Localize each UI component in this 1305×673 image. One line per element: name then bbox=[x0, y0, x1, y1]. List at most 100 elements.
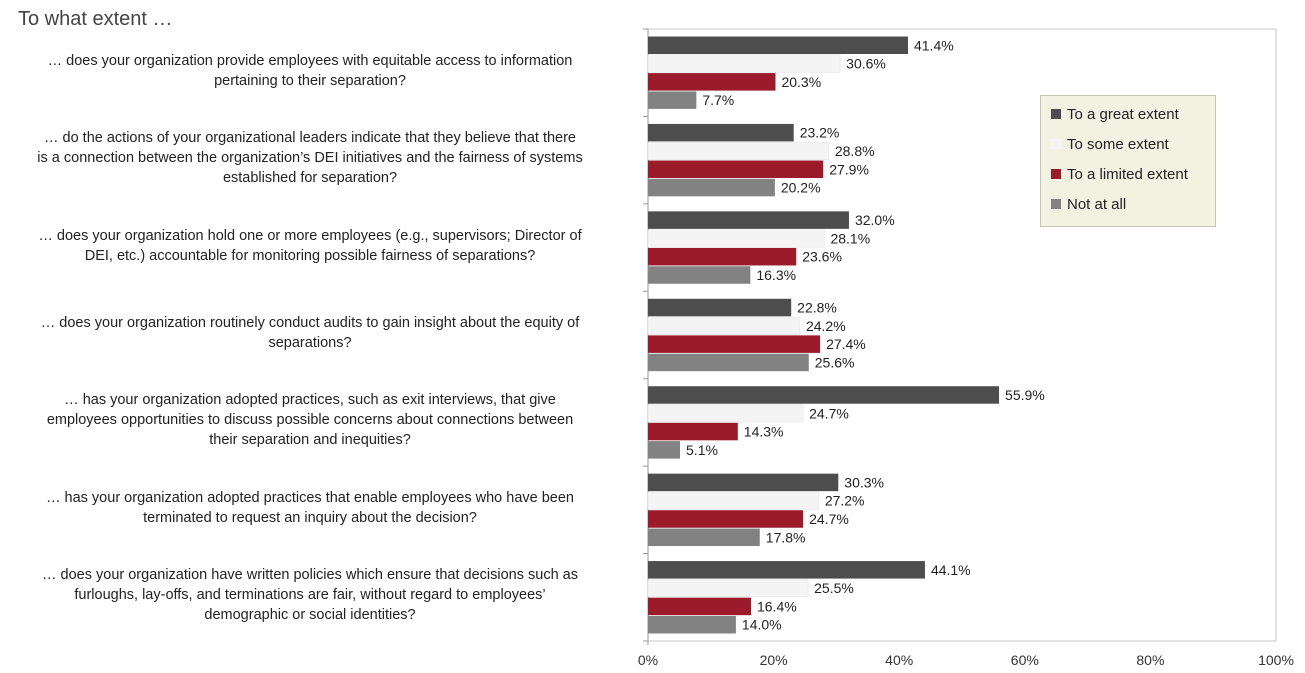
data-label: 14.3% bbox=[744, 424, 784, 440]
bar bbox=[648, 473, 839, 492]
chart-header: To what extent … bbox=[18, 8, 173, 30]
data-label: 25.5% bbox=[814, 580, 854, 596]
category-label: … do the actions of your organizational … bbox=[0, 128, 630, 188]
legend-label: To a limited extent bbox=[1067, 165, 1188, 183]
legend-item: To some extent bbox=[1051, 134, 1169, 154]
bar bbox=[648, 353, 809, 372]
x-tick-label: 20% bbox=[760, 652, 788, 668]
bar bbox=[648, 298, 792, 317]
legend-item: To a great extent bbox=[1051, 104, 1179, 124]
data-label: 30.3% bbox=[844, 474, 884, 490]
bar bbox=[648, 561, 925, 579]
bar bbox=[648, 123, 794, 142]
data-label: 24.7% bbox=[809, 405, 849, 421]
data-label: 5.1% bbox=[686, 442, 718, 458]
category-label-line: … has your organization adopted practice… bbox=[46, 489, 574, 506]
bar bbox=[648, 36, 908, 54]
bar bbox=[648, 266, 751, 284]
data-label: 22.8% bbox=[797, 300, 837, 316]
bar bbox=[648, 386, 1000, 404]
x-tick-label: 0% bbox=[638, 652, 658, 668]
data-label: 25.6% bbox=[815, 354, 855, 370]
category-labels: … does your organization provide employe… bbox=[0, 0, 640, 673]
category-label: … does your organization routinely condu… bbox=[0, 313, 630, 353]
legend-swatch bbox=[1051, 169, 1061, 179]
data-label: 23.6% bbox=[802, 249, 842, 265]
category-label: … does your organization hold one or mor… bbox=[0, 226, 630, 266]
bar bbox=[647, 491, 820, 510]
data-label: 7.7% bbox=[702, 92, 734, 108]
category-label: … has your organization adopted practice… bbox=[0, 488, 630, 528]
category-label: … does your organization have written po… bbox=[0, 565, 630, 625]
x-tick-label: 40% bbox=[885, 652, 913, 668]
bar bbox=[648, 91, 697, 109]
data-label: 16.4% bbox=[757, 598, 797, 614]
bar bbox=[648, 335, 821, 353]
category-label-line: furloughs, lay-offs, and terminations ar… bbox=[74, 587, 546, 604]
category-label-line: demographic or social identities? bbox=[204, 607, 416, 624]
legend-swatch bbox=[1051, 199, 1061, 209]
data-label: 27.9% bbox=[829, 161, 869, 177]
x-tick-label: 60% bbox=[1011, 652, 1039, 668]
legend: To a great extent To some extent To a limi… bbox=[1040, 95, 1216, 227]
legend-swatch bbox=[1051, 139, 1061, 149]
bar bbox=[648, 528, 760, 547]
data-label: 32.0% bbox=[855, 212, 895, 228]
legend-label: To some extent bbox=[1067, 135, 1169, 153]
category-label-line: pertaining to their separation? bbox=[214, 72, 406, 89]
category-label-line: … does your organization provide employe… bbox=[47, 52, 573, 69]
category-label-line: … do the actions of your organizational … bbox=[44, 130, 576, 147]
bar bbox=[647, 404, 804, 423]
category-label-line: … does your organization have written po… bbox=[42, 567, 578, 584]
category-label-line: … does your organization hold one or mor… bbox=[38, 227, 582, 244]
data-label: 17.8% bbox=[766, 529, 806, 545]
category-label-line: … does your organization routinely condu… bbox=[40, 315, 580, 331]
category-label: … has your organization adopted practice… bbox=[0, 390, 630, 450]
category-label-line: employees opportunities to discuss possi… bbox=[46, 412, 574, 429]
legend-item: To a limited extent bbox=[1051, 164, 1188, 184]
category-label: … does your organization provide employe… bbox=[0, 51, 630, 91]
bar bbox=[648, 441, 681, 459]
legend-item: Not at all bbox=[1051, 194, 1126, 214]
legend-label: Not at all bbox=[1067, 195, 1127, 213]
category-label-line: DEI, etc.) accountable for monitoring po… bbox=[84, 247, 536, 264]
x-tick-label: 100% bbox=[1258, 652, 1294, 668]
bar bbox=[648, 160, 824, 179]
bar bbox=[648, 597, 751, 616]
data-label: 24.7% bbox=[809, 511, 849, 527]
category-label-line: is a connection between the organization… bbox=[37, 150, 583, 167]
bar bbox=[647, 54, 841, 73]
data-label: 14.0% bbox=[742, 617, 782, 633]
bar bbox=[648, 178, 775, 197]
data-label: 55.9% bbox=[1005, 387, 1045, 403]
category-label-line: terminated to request an inquiry about t… bbox=[143, 509, 477, 526]
bar bbox=[648, 422, 738, 441]
bar bbox=[647, 141, 830, 160]
bar bbox=[648, 247, 797, 266]
data-label: 27.4% bbox=[826, 336, 866, 352]
data-label: 41.4% bbox=[914, 37, 954, 53]
data-label: 30.6% bbox=[846, 56, 886, 72]
category-label-line: separations? bbox=[268, 335, 352, 351]
data-label: 16.3% bbox=[756, 267, 796, 283]
data-label: 27.2% bbox=[825, 493, 865, 509]
data-label: 44.1% bbox=[931, 562, 971, 578]
bar bbox=[648, 73, 776, 91]
bar bbox=[647, 229, 825, 248]
bar bbox=[648, 510, 804, 528]
category-label-line: established for separation? bbox=[222, 170, 398, 187]
bar bbox=[647, 579, 809, 598]
data-label: 20.3% bbox=[781, 74, 821, 90]
data-label: 23.2% bbox=[800, 125, 840, 141]
data-label: 28.8% bbox=[835, 143, 875, 159]
category-label-line: … has your organization adopted practice… bbox=[64, 392, 556, 409]
legend-swatch bbox=[1051, 109, 1061, 119]
bar bbox=[648, 211, 849, 229]
data-label: 20.2% bbox=[781, 180, 821, 196]
legend-label: To a great extent bbox=[1067, 105, 1179, 123]
category-label-line: their separation and inequities? bbox=[209, 432, 411, 449]
x-tick-label: 80% bbox=[1136, 652, 1164, 668]
bar bbox=[647, 316, 801, 335]
bar bbox=[648, 615, 736, 634]
